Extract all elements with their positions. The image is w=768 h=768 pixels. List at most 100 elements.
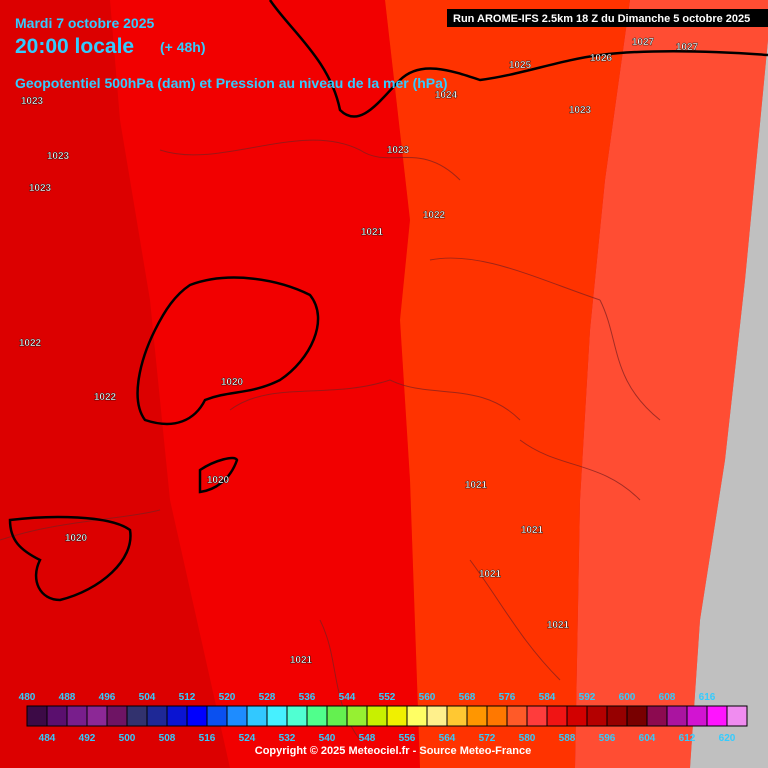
colorbar-swatch [206,705,228,727]
copyright: Copyright © 2025 Meteociel.fr - Source M… [255,745,531,757]
colorbar-label: 480 [19,692,36,703]
isobar-label: 1021 [547,620,570,631]
colorbar-swatch [126,705,148,727]
colorbar-swatch [26,705,48,727]
isobar-label: 1021 [361,227,384,238]
run-box [447,9,768,27]
colorbar-label: 564 [439,733,456,744]
colorbar-label: 580 [519,733,536,744]
colorbar-swatch [546,705,568,727]
colorbar-label: 500 [119,733,136,744]
colorbar-swatch [466,705,488,727]
no-data-region [690,40,768,768]
colorbar-swatch [326,705,348,727]
colorbar-swatch [566,705,588,727]
isobar-label: 1026 [590,53,613,64]
colorbar-label: 528 [259,692,276,703]
time: 20:00 locale [15,35,134,58]
field-region [575,0,768,768]
run-info: Run AROME-IFS 2.5km 18 Z du Dimanche 5 o… [453,13,750,25]
colorbar-label: 496 [99,692,116,703]
subtitle: Geopotentiel 500hPa (dam) et Pression au… [15,75,448,91]
colorbar-label: 560 [419,692,436,703]
colorbar-swatch [726,705,748,727]
colorbar-label: 484 [39,733,56,744]
colorbar-label: 556 [399,733,416,744]
colorbar-swatch [386,705,408,727]
colorbar-label: 604 [639,733,656,744]
colorbar-swatch [266,705,288,727]
isobar [136,276,320,426]
colorbar-swatch [306,705,328,727]
colorbar-label: 552 [379,692,396,703]
colorbar-swatch [686,705,708,727]
colorbar-swatch [646,705,668,727]
colorbar-swatch [86,705,108,727]
colorbar-swatch [526,705,548,727]
isobar-label: 1027 [632,37,655,48]
isobar-label: 1020 [207,475,230,486]
field-region [110,0,420,768]
colorbar-swatch [486,705,508,727]
colorbar-label: 608 [659,692,676,703]
colorbar-label: 572 [479,733,496,744]
isobar [268,0,768,118]
colorbar-label: 540 [319,733,336,744]
colorbar-label: 576 [499,692,516,703]
colorbar-label: 600 [619,692,636,703]
colorbar-label: 508 [159,733,176,744]
colorbar-swatch [346,705,368,727]
colorbar-label: 504 [139,692,156,703]
isobar [198,456,239,494]
lead-time: (+ 48h) [160,39,206,55]
isobar-label: 1023 [387,145,410,156]
isobar-label: 1024 [435,90,458,101]
colorbar-label: 524 [239,733,256,744]
isobar-label: 1023 [569,105,592,116]
colorbar-swatch [166,705,188,727]
colorbar-swatch [286,705,308,727]
colorbar-label: 544 [339,692,356,703]
isobar-label: 1025 [509,60,532,71]
colorbar-swatch [46,705,68,727]
colorbar-label: 596 [599,733,616,744]
field-region [385,0,630,768]
isobar-label: 1027 [676,42,699,53]
isobar-label: 1020 [65,533,88,544]
isobar-label: 1022 [94,392,117,403]
border-line [0,139,661,741]
isobar-label: 1021 [290,655,313,666]
colorbar-label: 516 [199,733,216,744]
isobar-label: 1022 [423,210,446,221]
colorbar-label: 584 [539,692,556,703]
colorbar-swatch [606,705,628,727]
colorbar-swatch [226,705,248,727]
colorbar-label: 536 [299,692,316,703]
isobar-label: 1023 [29,183,52,194]
colorbar-swatch [406,705,428,727]
colorbar-label: 488 [59,692,76,703]
colorbar-swatch [146,705,168,727]
colorbar-label: 548 [359,733,376,744]
colorbar-swatch [666,705,688,727]
colorbar-swatch [246,705,268,727]
colorbar-swatch [366,705,388,727]
colorbar-swatch [426,705,448,727]
colorbar-swatch [106,705,128,727]
colorbar-label: 512 [179,692,196,703]
isobar-label: 1021 [479,569,502,580]
colorbar-label: 588 [559,733,576,744]
colorbar-swatch [66,705,88,727]
colorbar-swatch [446,705,468,727]
isobar-label: 1020 [221,377,244,388]
isobar-label: 1021 [465,480,488,491]
isobar [8,515,132,602]
isobar-label: 1022 [19,338,42,349]
colorbar-swatch [186,705,208,727]
colorbar-label: 568 [459,692,476,703]
colorbar-label: 616 [699,692,716,703]
colorbar-swatch [706,705,728,727]
colorbar-label: 592 [579,692,596,703]
date: Mardi 7 octobre 2025 [15,15,154,31]
